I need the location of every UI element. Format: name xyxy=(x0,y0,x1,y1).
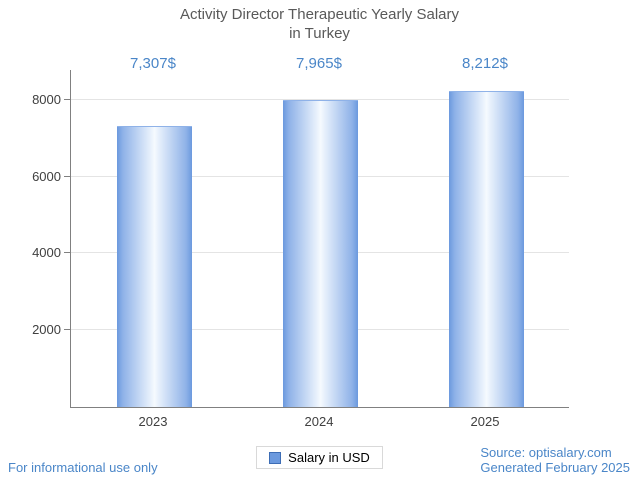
x-axis-labels: 2023 2024 2025 xyxy=(70,414,568,429)
legend-swatch-icon xyxy=(269,451,282,464)
bars xyxy=(71,70,569,407)
bar-cell-2024 xyxy=(237,70,403,407)
y-tick-2000 xyxy=(64,329,71,331)
legend-box: Salary in USD xyxy=(256,446,383,469)
y-axis-label-8000: 8000 xyxy=(32,91,61,107)
source-block: Source: optisalary.com Generated Februar… xyxy=(480,445,630,475)
y-axis-label-4000: 4000 xyxy=(32,245,61,261)
y-axis-label-2000: 2000 xyxy=(32,322,61,338)
source-text: Source: optisalary.com xyxy=(480,445,612,460)
bar-2024 xyxy=(282,100,358,407)
gridline-8000 xyxy=(71,98,569,100)
bar-cell-2025 xyxy=(403,70,569,407)
value-labels-row: 7,307$ 7,965$ 8,212$ xyxy=(70,55,568,72)
chart-title-line1: Activity Director Therapeutic Yearly Sal… xyxy=(179,6,459,23)
x-axis-label-2025: 2025 xyxy=(470,414,500,429)
legend-label: Salary in USD xyxy=(288,450,370,465)
bar-2025 xyxy=(448,90,524,407)
y-tick-4000 xyxy=(64,252,71,254)
chart-title: Activity Director Therapeutic Yearly Sal… xyxy=(0,5,639,43)
x-axis-label-2024: 2024 xyxy=(304,414,334,429)
bar-cell-2023 xyxy=(71,70,237,407)
value-label-2024: 7,965$ xyxy=(296,55,342,72)
chart-title-line2: in Turkey xyxy=(289,25,350,42)
disclaimer-text: For informational use only xyxy=(8,460,158,475)
x-axis-label-2023: 2023 xyxy=(138,414,168,429)
plot-area: 2000 4000 6000 8000 xyxy=(32,70,569,408)
legend: Salary in USD xyxy=(0,446,639,469)
bar-2023 xyxy=(116,125,192,407)
generated-text: Generated February 2025 xyxy=(480,460,630,475)
y-axis-label-6000: 6000 xyxy=(32,168,61,184)
y-tick-6000 xyxy=(64,175,71,177)
value-label-2023: 7,307$ xyxy=(130,55,176,72)
value-label-2025: 8,212$ xyxy=(462,55,508,72)
y-tick-8000 xyxy=(64,98,71,100)
